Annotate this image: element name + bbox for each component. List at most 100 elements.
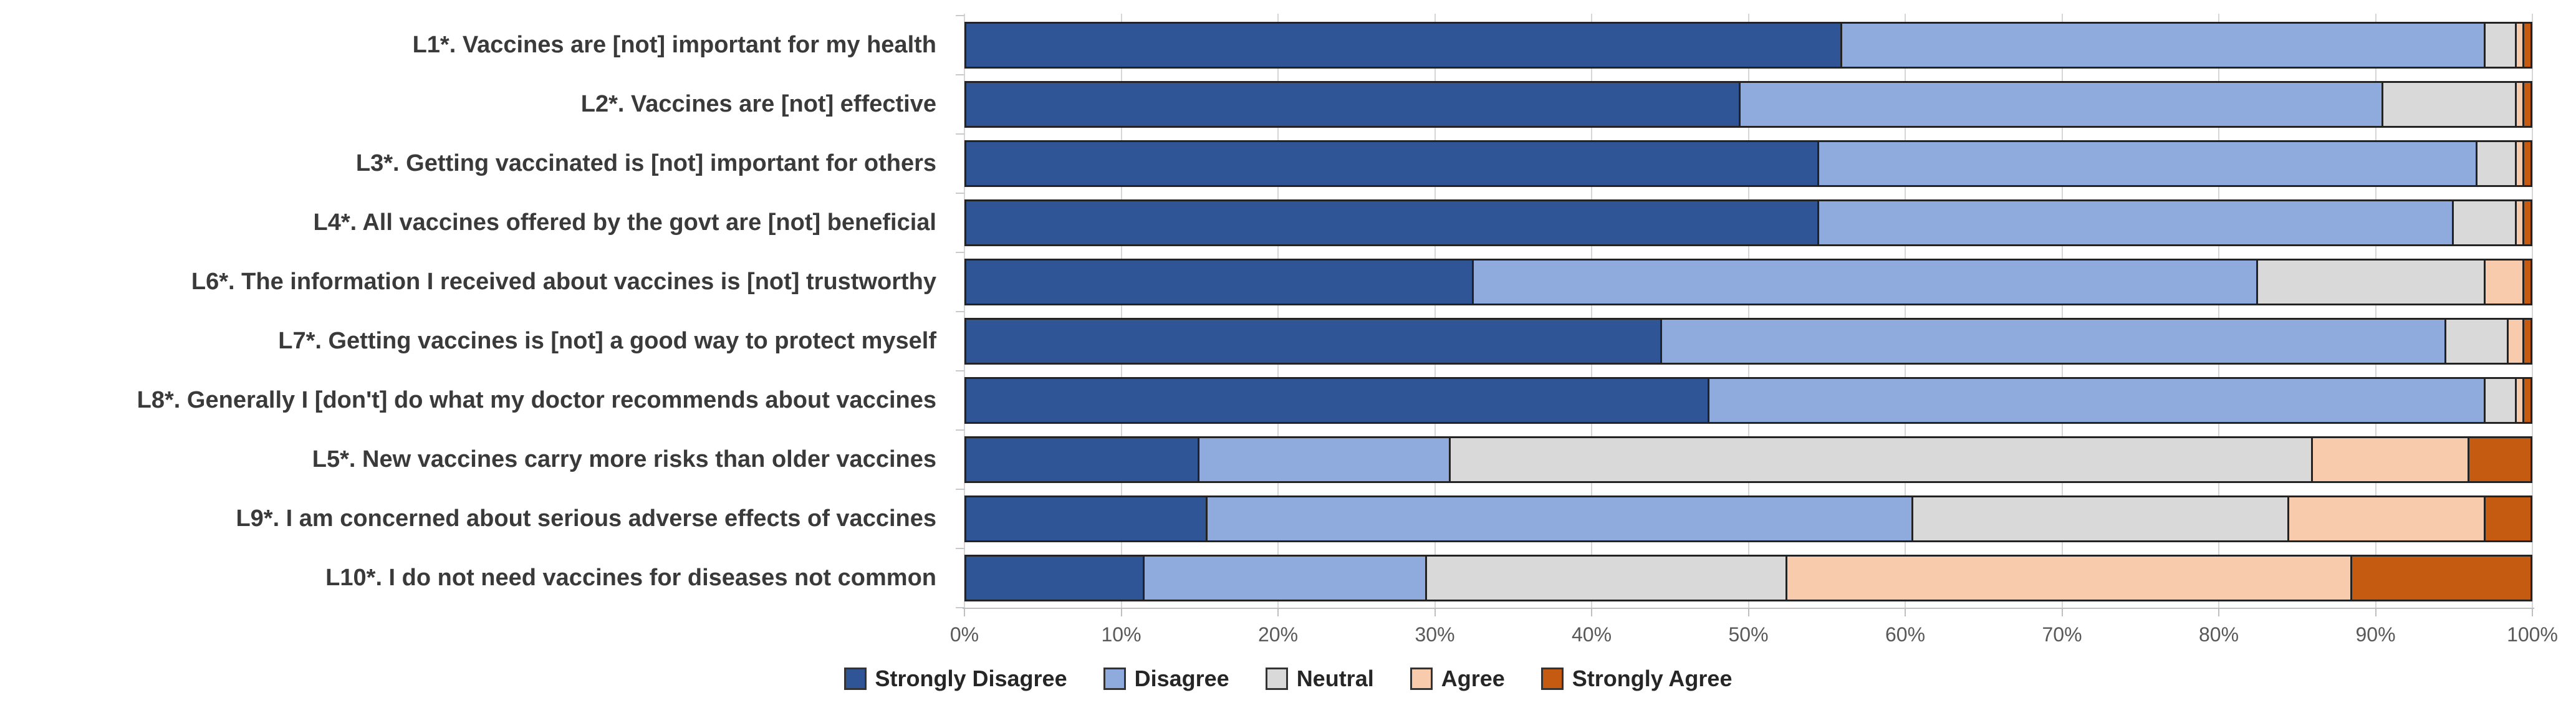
- bar-segment-neutral: [2454, 199, 2517, 246]
- legend-label: Strongly Disagree: [875, 666, 1067, 691]
- bar-segment-agree: [2509, 318, 2525, 365]
- bar-segment-agree: [2516, 377, 2525, 424]
- chart-row: L6*. The information I received about va…: [0, 252, 2532, 312]
- bar-segment-neutral: [1913, 495, 2290, 542]
- chart-row: L10*. I do not need vaccines for disease…: [0, 548, 2532, 608]
- bar-segment-strongly-agree: [2469, 436, 2532, 483]
- bar-segment-neutral: [1450, 436, 2313, 483]
- chart-row: L1*. Vaccines are [not] important for my…: [0, 16, 2532, 75]
- plot-gridlines: [964, 14, 2533, 608]
- bar-segment-agree: [2516, 140, 2525, 187]
- bar-segment-strongly-disagree: [964, 22, 1843, 69]
- gridline: [2532, 14, 2533, 608]
- bar-segment-disagree: [1207, 495, 1913, 542]
- stacked-bar: [964, 140, 2532, 187]
- bar-segment-neutral: [2446, 318, 2509, 365]
- legend-item: Neutral: [1265, 666, 1374, 692]
- chart-row: L7*. Getting vaccines is [not] a good wa…: [0, 312, 2532, 371]
- y-axis-tick: [956, 607, 964, 608]
- category-label: L1*. Vaccines are [not] important for my…: [412, 31, 936, 58]
- x-axis-tick: [2218, 609, 2219, 616]
- category-label: L10*. I do not need vaccines for disease…: [325, 564, 936, 591]
- category-label: L5*. New vaccines carry more risks than …: [312, 446, 936, 472]
- bar-segment-strongly-agree: [2524, 377, 2532, 424]
- x-axis-tick: [2061, 609, 2063, 616]
- legend-item: Strongly Agree: [1540, 666, 1733, 692]
- category-label: L2*. Vaccines are [not] effective: [580, 90, 936, 117]
- bar-segment-neutral: [2485, 22, 2517, 69]
- y-axis-tick: [956, 15, 964, 16]
- x-axis-tick: [1905, 609, 1906, 616]
- x-axis-tick: [1120, 609, 1122, 616]
- legend-label: Strongly Agree: [1572, 666, 1733, 691]
- bar-segment-disagree: [1199, 436, 1451, 483]
- category-label: L4*. All vaccines offered by the govt ar…: [313, 209, 936, 236]
- bar-segment-strongly-agree: [2524, 140, 2532, 187]
- x-axis-tick: [2532, 609, 2533, 616]
- x-axis-tick-label: 30%: [1415, 623, 1455, 646]
- gridline: [1591, 14, 1592, 608]
- x-axis-tick: [1591, 609, 1592, 616]
- x-axis-tick-label: 10%: [1101, 623, 1141, 646]
- bar-segment-disagree: [1709, 377, 2486, 424]
- bar-segment-strongly-disagree: [964, 555, 1145, 601]
- legend-label: Neutral: [1296, 666, 1374, 691]
- legend-swatch-icon: [1103, 668, 1126, 690]
- y-axis-tick: [956, 252, 964, 253]
- chart-row: L3*. Getting vaccinated is [not] importa…: [0, 134, 2532, 193]
- gridline: [2375, 14, 2377, 608]
- y-axis-tick: [956, 489, 964, 490]
- legend-swatch-icon: [1410, 668, 1433, 690]
- bar-segment-disagree: [1145, 555, 1427, 601]
- bar-segment-agree: [2289, 495, 2486, 542]
- bar-segment-disagree: [1819, 140, 2477, 187]
- chart-row: L2*. Vaccines are [not] effective: [0, 75, 2532, 134]
- y-axis-tick: [956, 548, 964, 549]
- legend-swatch-icon: [1540, 668, 1564, 690]
- x-axis-line: [963, 608, 2534, 609]
- bar-segment-strongly-disagree: [964, 140, 1819, 187]
- stacked-bar: [964, 436, 2532, 483]
- bar-segment-agree: [2516, 81, 2525, 128]
- category-label: L9*. I am concerned about serious advers…: [236, 505, 936, 532]
- x-axis-tick-label: 60%: [1885, 623, 1926, 646]
- stacked-bar: [964, 318, 2532, 365]
- bar-segment-disagree: [1740, 81, 2384, 128]
- stacked-bar: [964, 259, 2532, 305]
- x-axis-tick-label: 70%: [2042, 623, 2082, 646]
- gridline: [1277, 14, 1279, 608]
- y-axis-tick: [956, 370, 964, 371]
- stacked-bar: [964, 199, 2532, 246]
- gridline: [964, 14, 965, 608]
- bar-segment-strongly-agree: [2485, 495, 2532, 542]
- bar-segment-strongly-agree: [2524, 81, 2532, 128]
- x-axis-tick-label: 0%: [949, 623, 979, 646]
- x-axis-tick-label: 90%: [2355, 623, 2396, 646]
- x-axis-tick-label: 50%: [1728, 623, 1769, 646]
- chart-row: L9*. I am concerned about serious advers…: [0, 489, 2532, 548]
- legend-label: Agree: [1441, 666, 1505, 691]
- stacked-bar: [964, 22, 2532, 69]
- bar-rows: L1*. Vaccines are [not] important for my…: [0, 16, 2532, 608]
- category-label: L8*. Generally I [don't] do what my doct…: [137, 386, 936, 413]
- gridline: [1905, 14, 1906, 608]
- y-axis-tick: [956, 133, 964, 135]
- bar-segment-neutral: [2383, 81, 2517, 128]
- x-axis-tick-label: 20%: [1257, 623, 1299, 646]
- gridline: [1747, 14, 1749, 608]
- gridline: [2218, 14, 2219, 608]
- legend-swatch-icon: [843, 668, 867, 690]
- bar-segment-strongly-agree: [2524, 318, 2532, 365]
- bar-segment-neutral: [2477, 140, 2517, 187]
- bar-segment-strongly-disagree: [964, 318, 1663, 365]
- chart-legend: Strongly Disagree Disagree Neutral Agree Str…: [0, 666, 2576, 692]
- x-axis-tick-label: 100%: [2507, 623, 2558, 646]
- y-axis-tick: [956, 193, 964, 194]
- bar-segment-agree: [2516, 22, 2525, 69]
- x-axis-tick: [1747, 609, 1749, 616]
- bar-segment-neutral: [2485, 377, 2517, 424]
- gridline: [2061, 14, 2063, 608]
- stacked-bar: [964, 555, 2532, 601]
- bar-segment-neutral: [1426, 555, 1788, 601]
